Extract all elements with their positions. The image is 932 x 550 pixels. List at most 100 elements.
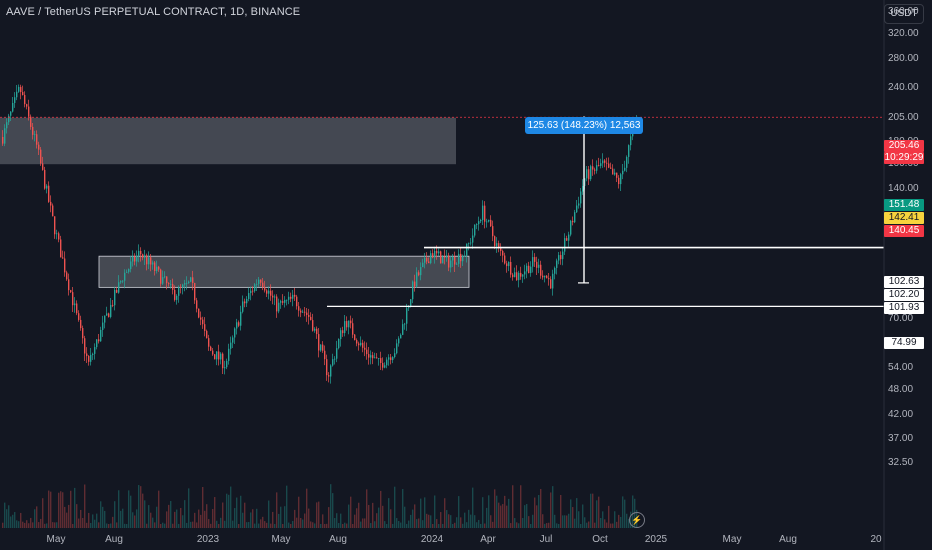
volume-bar [422,520,424,528]
candle-body [534,257,536,262]
volume-bar [554,514,556,528]
candle-body [222,353,224,369]
candle-body [438,251,440,254]
volume-bar [8,505,10,528]
candle-body [408,306,410,309]
price-tick: 32.50 [888,457,914,469]
volume-bar [510,523,512,528]
candle-body [28,106,30,117]
candle-body [58,233,60,240]
candle-body [106,313,108,316]
candle-body [154,262,156,271]
candle-body [216,351,218,360]
volume-bar [260,519,262,528]
candle-body [380,358,382,363]
candle-body [562,251,564,260]
candle-body [200,317,202,320]
candle-body [220,353,222,360]
volume-bar [416,519,418,528]
volume-bar [578,511,580,528]
volume-bar [608,505,610,528]
candle-body [212,350,214,355]
volume-bar [536,505,538,528]
volume-bar [530,523,532,528]
time-tick: May [271,534,291,545]
volume-bar [332,493,334,528]
candle-body [44,169,46,189]
volume-bar [564,515,566,528]
volume-bar [442,523,444,528]
time-tick: Aug [779,534,797,545]
volume-bar [4,502,6,528]
volume-bar [326,523,328,528]
volume-bar [364,518,366,528]
candle-body [172,284,174,290]
candle-body [78,313,80,320]
volume-bar [398,520,400,528]
level-label-d: 74.99 [884,337,924,349]
candle-body [314,328,316,331]
candle-body [190,277,192,282]
lightning-icon[interactable]: ⚡ [629,512,645,528]
price-tick: 320.00 [888,28,919,40]
time-tick: 2023 [196,534,220,545]
candle-body [210,346,212,351]
volume-bar [174,511,176,528]
time-tick: Aug [105,534,123,545]
volume-bar [426,513,428,528]
candle-body [204,324,206,331]
volume-bar [98,522,100,528]
candle-body [128,269,130,272]
volume-bar [402,489,404,528]
price-tick: 70.00 [888,313,914,325]
candle-body [394,353,396,358]
volume-bar [324,523,326,528]
candle-body [282,301,284,303]
candle-body [214,354,216,360]
volume-bar [550,492,552,528]
volume-bar [142,493,144,528]
volume-bar [84,484,86,528]
candle-body [522,274,524,277]
candle-body [610,167,612,169]
candle-body [42,163,44,170]
candle-body [162,277,164,284]
volume-bar [240,495,242,528]
volume-bar [78,518,80,528]
volume-bar [408,520,410,528]
volume-bar [18,521,20,528]
candle-body [356,340,358,344]
volume-bar [610,523,612,528]
volume-bar [532,514,534,528]
time-tick: 2024 [420,534,444,545]
volume-bar [574,518,576,528]
volume-bar [132,512,134,528]
candle-body [32,126,34,135]
candle-body [30,116,32,127]
candle-body [156,266,158,271]
volume-bar [438,523,440,528]
chart-title: AAVE / TetherUS PERPETUAL CONTRACT, 1D, … [6,6,301,18]
volume-bar [448,514,450,528]
candle-body [568,234,570,241]
candle-body [484,205,486,222]
candle-body [240,311,242,326]
volume-bar [68,504,70,528]
volume-bar [182,515,184,528]
candle-body [136,255,138,262]
candle-body [254,284,256,292]
volume-bar [254,523,256,528]
volume-bar [150,512,152,528]
volume-bar [52,522,54,528]
volume-bar [22,521,24,528]
volume-bar [372,502,374,528]
time-tick: 20 [870,534,882,545]
volume-bar [366,489,368,528]
candle-body [16,91,18,98]
currency-button[interactable]: USDT [884,4,924,24]
volume-bar [220,517,222,528]
candle-body [414,281,416,287]
volume-bar [490,515,492,528]
